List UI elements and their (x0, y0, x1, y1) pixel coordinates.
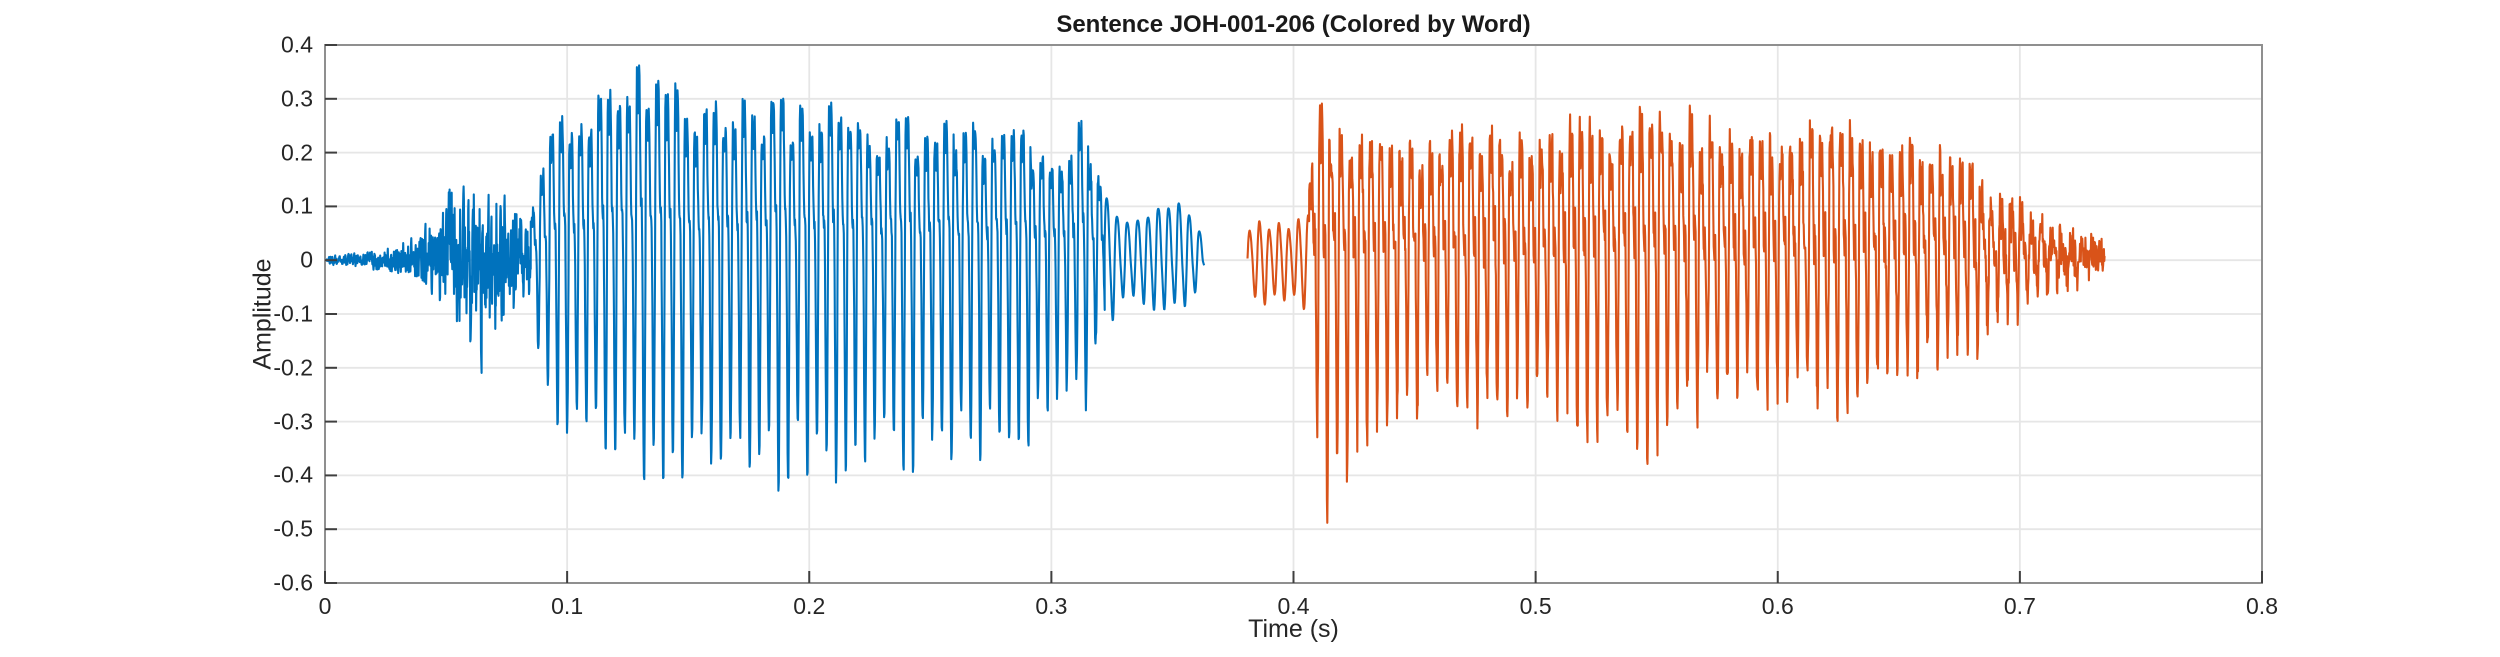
y-tick-label: -0.2 (273, 354, 313, 381)
waveform-word-2 (1246, 102, 2106, 524)
y-tick-label: -0.4 (273, 461, 313, 488)
x-tick-label: 0.8 (2246, 593, 2278, 619)
x-tick-label: 0.3 (1035, 593, 1068, 619)
grid-lines (325, 45, 2262, 583)
x-axis-label: Time (s) (1248, 615, 1339, 643)
x-tick-label: 0.6 (1761, 593, 1794, 619)
tick-marks (324, 44, 2263, 584)
x-tick-label: 0.2 (793, 593, 826, 619)
waveform-word-1 (323, 64, 1206, 492)
x-tick-label: 0.4 (1277, 593, 1310, 619)
x-tick-label: 0 (318, 593, 332, 619)
y-tick-label: -0.5 (273, 515, 313, 542)
chart-title: Sentence JOH-001-206 (Colored by Word) (1056, 11, 1531, 38)
y-tick-label: -0.3 (273, 408, 313, 435)
y-tick-label: -0.6 (273, 569, 313, 596)
y-tick-label: 0.3 (281, 85, 313, 112)
x-tick-label: 0.7 (2003, 593, 2036, 619)
y-tick-label: 0.4 (281, 31, 313, 58)
x-tick-label: 0.1 (551, 593, 584, 619)
y-tick-label: 0.1 (281, 192, 313, 219)
y-tick-label: 0.2 (281, 139, 313, 166)
y-tick-label: -0.1 (273, 300, 313, 327)
x-tick-label: 0.5 (1519, 593, 1552, 619)
y-tick-label: 0 (300, 246, 313, 273)
